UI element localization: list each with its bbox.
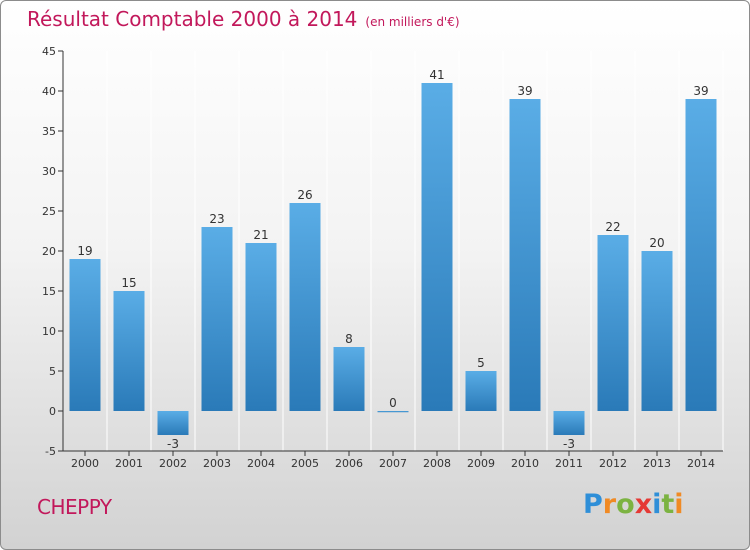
data-label: 41 bbox=[429, 68, 444, 82]
bar bbox=[641, 251, 673, 411]
x-tick-label: 2013 bbox=[643, 457, 671, 470]
data-label: 8 bbox=[345, 332, 353, 346]
data-label: 39 bbox=[693, 84, 708, 98]
x-tick-label: 2005 bbox=[291, 457, 319, 470]
bar bbox=[69, 259, 101, 411]
y-tick-label: 0 bbox=[49, 405, 56, 418]
x-tick-label: 2006 bbox=[335, 457, 363, 470]
bar bbox=[289, 203, 321, 411]
x-tick-label: 2010 bbox=[511, 457, 539, 470]
data-label: 15 bbox=[121, 276, 136, 290]
subtitle-text: (en milliers d'€) bbox=[365, 15, 460, 29]
title-text: Résultat Comptable 2000 à 2014 bbox=[27, 7, 358, 31]
y-tick-label: 45 bbox=[42, 45, 56, 58]
bar bbox=[685, 99, 717, 411]
x-tick-label: 2002 bbox=[159, 457, 187, 470]
data-label: 20 bbox=[649, 236, 664, 250]
x-tick-label: 2003 bbox=[203, 457, 231, 470]
data-labels: 19 15 -3 23 21 26 8 0 41 5 39 -3 22 20 39 bbox=[77, 68, 708, 451]
bar bbox=[377, 411, 409, 413]
y-tick-label: 25 bbox=[42, 205, 56, 218]
y-tick-label: 20 bbox=[42, 245, 56, 258]
bar bbox=[201, 227, 233, 411]
y-tick-label: -5 bbox=[45, 445, 56, 458]
bar bbox=[421, 83, 453, 411]
bar bbox=[465, 371, 497, 411]
bar bbox=[509, 99, 541, 411]
data-label: 39 bbox=[517, 84, 532, 98]
x-tick-label: 2000 bbox=[71, 457, 99, 470]
data-label: 26 bbox=[297, 188, 312, 202]
data-label: 0 bbox=[389, 396, 397, 410]
data-label: -3 bbox=[563, 437, 575, 451]
x-tick-label: 2008 bbox=[423, 457, 451, 470]
data-label: 19 bbox=[77, 244, 92, 258]
bar bbox=[333, 347, 365, 411]
chart-title: Résultat Comptable 2000 à 2014 (en millie… bbox=[27, 7, 460, 31]
data-label: 22 bbox=[605, 220, 620, 234]
x-tick-label: 2011 bbox=[555, 457, 583, 470]
data-label: 23 bbox=[209, 212, 224, 226]
proxiti-logo: Proxiti bbox=[583, 489, 684, 520]
x-tick-label: 2012 bbox=[599, 457, 627, 470]
y-tick-label: 30 bbox=[42, 165, 56, 178]
x-tick-label: 2001 bbox=[115, 457, 143, 470]
bar bbox=[157, 411, 189, 435]
commune-name: CHEPPY bbox=[37, 495, 112, 519]
y-tick-label: 40 bbox=[42, 85, 56, 98]
x-tick-label: 2004 bbox=[247, 457, 275, 470]
data-label: 5 bbox=[477, 356, 485, 370]
x-tick-label: 2009 bbox=[467, 457, 495, 470]
bar bbox=[245, 243, 277, 411]
bar bbox=[553, 411, 585, 435]
bar bbox=[113, 291, 145, 411]
y-tick-label: 10 bbox=[42, 325, 56, 338]
data-label: -3 bbox=[167, 437, 179, 451]
data-label: 21 bbox=[253, 228, 268, 242]
x-tick-label: 2007 bbox=[379, 457, 407, 470]
y-tick-label: 35 bbox=[42, 125, 56, 138]
bar bbox=[597, 235, 629, 411]
y-tick-label: 5 bbox=[49, 365, 56, 378]
x-tick-label: 2014 bbox=[687, 457, 715, 470]
bars bbox=[69, 83, 717, 435]
y-tick-label: 15 bbox=[42, 285, 56, 298]
